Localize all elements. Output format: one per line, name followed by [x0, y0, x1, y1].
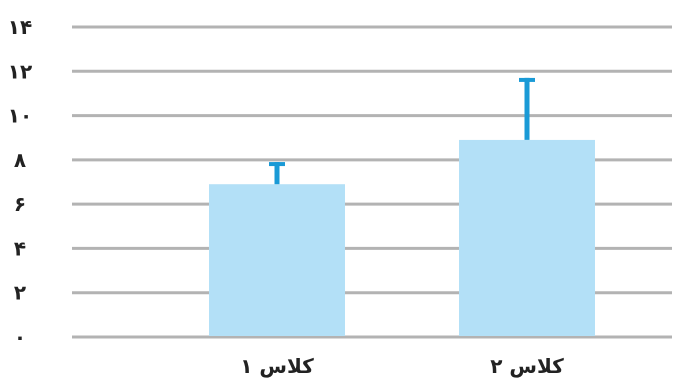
- y-tick-label-6: ۶: [14, 192, 26, 216]
- bars: [209, 139, 595, 336]
- y-tick-label-2: ۲: [14, 281, 26, 305]
- category-label-2: کلاس ۲: [490, 354, 564, 378]
- bar-1: [209, 184, 345, 336]
- y-tick-label-12: ۱۲: [8, 59, 32, 83]
- grid-lines: [72, 25, 672, 339]
- category-label-1: کلاس ۱: [240, 354, 314, 378]
- y-tick-label-10: ۱۰: [8, 104, 32, 128]
- y-tick-label-14: ۱۴: [8, 15, 32, 39]
- error-bars: [269, 77, 535, 185]
- y-tick-label-4: ۴: [14, 236, 26, 260]
- y-tick-label-0: ۰: [14, 325, 26, 349]
- y-axis-tick-labels: ۰ ۲ ۴ ۶ ۸ ۱۰ ۱۲ ۱۴: [8, 15, 32, 349]
- x-axis-category-labels: کلاس ۱ کلاس ۲: [240, 354, 564, 378]
- y-tick-label-8: ۸: [14, 148, 26, 172]
- bar-2: [459, 139, 595, 336]
